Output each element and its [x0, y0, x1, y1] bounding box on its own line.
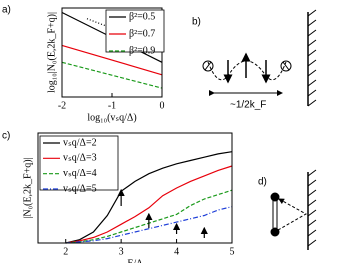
annotation: ~1/2k_F — [230, 100, 266, 111]
x-tick-label: -2 — [58, 100, 66, 111]
x-tick-label: 4 — [174, 246, 179, 257]
series-line — [65, 151, 233, 244]
panel-label: c) — [2, 131, 10, 142]
series-line — [61, 61, 163, 89]
legend-label: vₛq/Δ=4 — [63, 168, 97, 179]
x-axis-label: E/Δ — [127, 258, 143, 263]
x-axis-label: log₁₀(vₛq/Δ) — [87, 112, 136, 123]
legend-label: β²=0.9 — [129, 45, 155, 56]
x-tick-label: 5 — [230, 246, 235, 257]
diagram-b: b) ~1/2k_F — [192, 9, 317, 111]
legend-label: vₛq/Δ=3 — [63, 153, 97, 164]
legend-box — [39, 135, 119, 191]
x-tick-label: 0 — [160, 100, 165, 111]
panel-label: b) — [192, 17, 201, 28]
series-line — [65, 206, 233, 244]
plot-frame — [61, 7, 163, 98]
legend-label: vₛq/Δ=5 — [63, 183, 97, 194]
y-axis-label: log₁₀|N₀(E,2k_F+q)| — [46, 12, 57, 93]
panel-label: d) — [258, 177, 267, 188]
panel-label: a) — [2, 5, 11, 16]
plot-frame — [37, 132, 233, 244]
legend-label: β²=0.5 — [129, 11, 155, 22]
x-tick-label: 2 — [63, 246, 68, 257]
series-line — [65, 165, 233, 244]
legend-label: β²=0.7 — [129, 28, 155, 39]
legend-label: vₛq/Δ=2 — [63, 137, 97, 148]
x-tick-label: -1 — [108, 100, 116, 111]
series-line — [61, 44, 163, 76]
x-tick-label: 3 — [119, 246, 124, 257]
y-axis-label: |N₀(E,2k_F+q)| — [22, 157, 33, 218]
diagram-d: d) — [258, 169, 317, 250]
